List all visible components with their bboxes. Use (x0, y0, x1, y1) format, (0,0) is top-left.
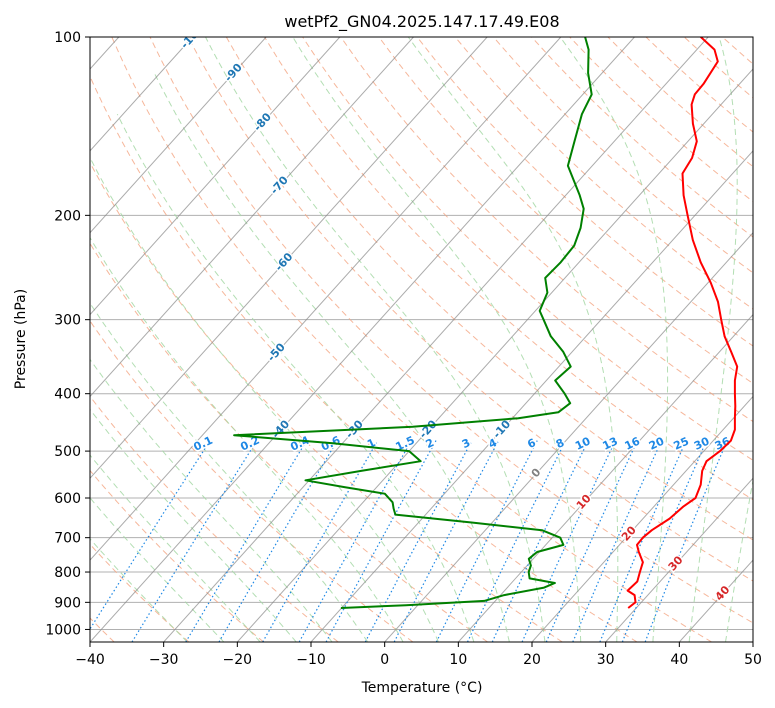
dry-adiabat (90, 543, 190, 642)
x-tick-label: 20 (523, 652, 541, 668)
isotherm-line (90, 37, 635, 642)
x-tick-label: 0 (380, 652, 389, 668)
x-tick-label: −10 (296, 652, 326, 668)
dry-adiabat (90, 242, 488, 642)
mixing-ratio-line (599, 440, 687, 642)
isotherms (90, 37, 753, 642)
moist-adiabat (90, 408, 297, 642)
axes: −40 −30 −20 −10 0 10 20 30 40 50 100 200 300 400 500 60… (45, 30, 762, 668)
isotherm-line (605, 477, 753, 642)
moist-adiabat (407, 37, 619, 642)
mixing-ratio-line (325, 440, 437, 642)
y-tick-label: 1000 (45, 622, 81, 638)
y-tick-label: 900 (54, 595, 81, 611)
x-axis-title: Temperature (°C) (361, 680, 483, 696)
dry-adiabat (416, 37, 753, 347)
x-tick-label: 40 (670, 652, 688, 668)
isotherm-line (90, 37, 341, 316)
isotherm-line (90, 37, 562, 561)
mixing-ratio-line (262, 440, 379, 642)
mixing-ratio-line (218, 440, 338, 642)
isotherm-line (90, 37, 267, 234)
moist-adiabat (688, 37, 738, 642)
y-tick-label: 700 (54, 531, 81, 547)
moist-adiabat (90, 497, 225, 642)
mixing-ratio-line (545, 440, 639, 642)
isotherm-line (90, 37, 193, 152)
mixing-ratio-line (185, 440, 308, 642)
moist-adiabat (90, 538, 188, 642)
moist-adiabat (292, 37, 582, 642)
x-tick-label: 30 (597, 652, 615, 668)
moist-adiabat (725, 477, 753, 642)
y-tick-label: 800 (54, 565, 81, 581)
dry-adiabat (454, 37, 753, 310)
isotherm-line (90, 37, 414, 398)
isotherm-line (531, 395, 753, 642)
y-tick-label: 400 (54, 387, 81, 403)
isotherm-line (310, 150, 753, 642)
mixing-ratio-lines (90, 440, 728, 642)
x-tick-label: −40 (75, 652, 105, 668)
mixing-ratio-line (521, 440, 617, 642)
dry-adiabat (90, 161, 563, 642)
moist-adiabat (90, 358, 333, 642)
isotherm-line (236, 68, 753, 642)
plot-frame (89, 36, 754, 643)
moist-adiabat (205, 37, 546, 642)
mixing-ratio-line (572, 440, 663, 642)
mixing-ratio-line (466, 440, 567, 642)
mixing-ratio-line (298, 440, 412, 642)
moist-adiabat (559, 37, 669, 642)
mixing-ratio-line (435, 440, 538, 642)
dry-adiabat (149, 37, 753, 624)
dry-adiabat (90, 395, 339, 642)
moist-adiabat (90, 236, 404, 642)
temperature-profile (626, 37, 739, 609)
y-tick-label: 100 (54, 30, 81, 46)
isotherm-line (457, 313, 753, 642)
moist-adiabat (153, 72, 510, 642)
y-axis-title: Pressure (hPa) (13, 289, 29, 389)
x-tick-label: 10 (449, 652, 467, 668)
data-series (233, 37, 739, 609)
y-tick-label: 300 (54, 313, 81, 329)
moist-adiabat (90, 302, 369, 642)
isotherm-line (90, 37, 488, 480)
mixing-ratio-line (131, 440, 258, 642)
y-tick-label: 200 (54, 208, 81, 224)
y-tick-label: 600 (54, 491, 81, 507)
dry-adiabat (90, 469, 264, 642)
x-tick-label: −30 (149, 652, 179, 668)
chart-title: wetPf2_GN04.2025.147.17.49.E08 (284, 12, 559, 32)
x-tick-label: −20 (223, 652, 253, 668)
x-tick-label: 50 (744, 652, 762, 668)
isotherm-line (163, 37, 709, 642)
mixing-ratio-line (90, 440, 211, 631)
y-tick-label: 500 (54, 444, 81, 460)
dewpoint-profile (233, 37, 593, 609)
isotherm-line (384, 231, 753, 642)
